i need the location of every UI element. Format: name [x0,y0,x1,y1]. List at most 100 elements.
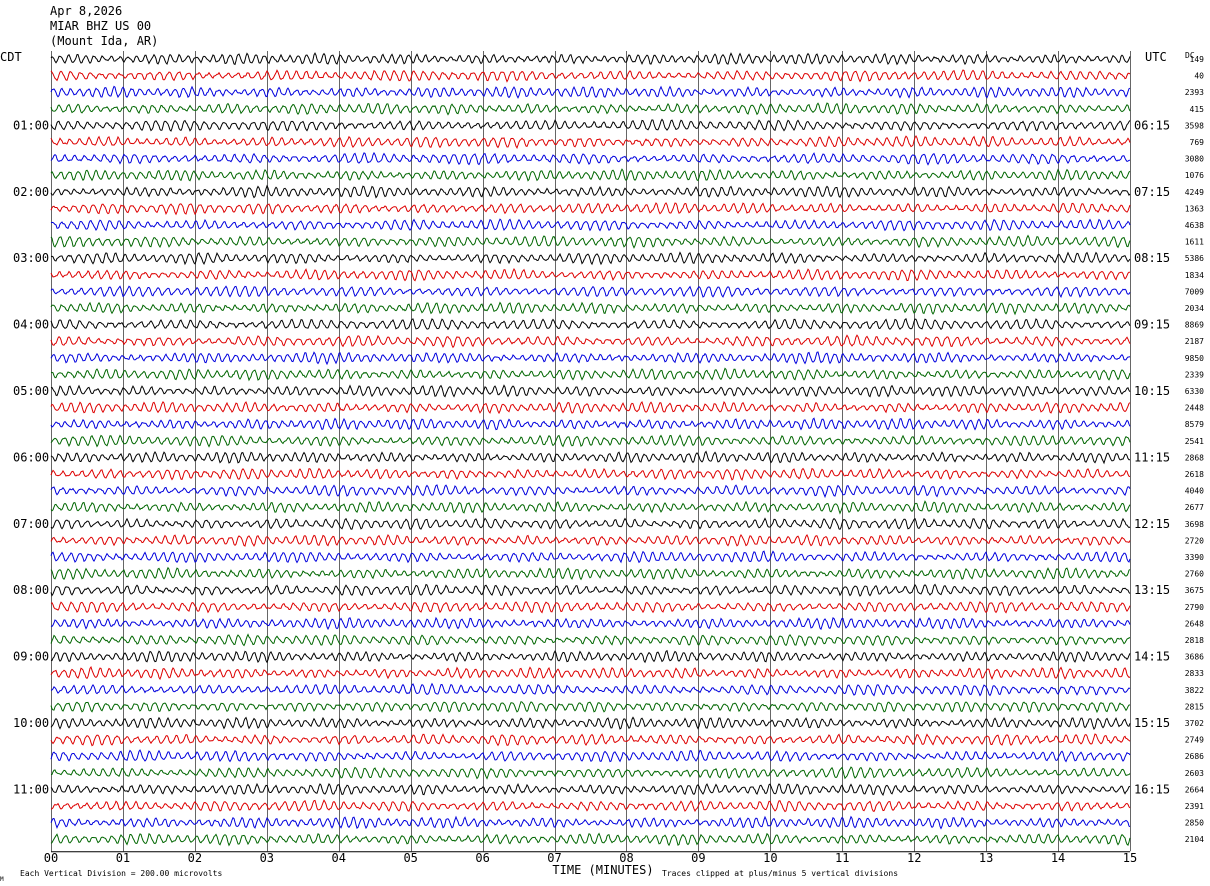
dc-offset-label: 3080 [1185,155,1204,164]
trace-line [50,134,1131,149]
trace-line [50,151,1131,166]
minute-gridlines [51,51,1131,853]
trace-line [50,682,1131,697]
dc-offset-label: 2448 [1185,404,1204,413]
trace-line [50,52,1131,66]
utc-hour-label: 16:15 [1134,782,1170,796]
trace-line [50,799,1131,813]
cdt-hour-label: 09:00 [13,650,49,664]
dc-offset-label: 2104 [1185,835,1204,844]
cdt-hour-label: 08:00 [13,583,49,597]
dc-offset-label: 3698 [1185,520,1204,529]
x-tick-label: 02 [188,851,202,865]
dc-offset-label: 2686 [1185,752,1204,761]
dc-offset-label: 6330 [1185,387,1204,396]
dc-offset-label: 2749 [1185,736,1204,745]
utc-hour-label: 11:15 [1134,450,1170,464]
trace-line [50,118,1131,132]
x-tick-label: 08 [619,851,633,865]
axis-labels: CDT UTC DC 01:00 02:00 03:00 04:00 05:00 06:00 07… [0,50,1204,883]
trace-line [50,467,1131,481]
dc-offset-label: 2187 [1185,337,1204,346]
cdt-hour-label: 04:00 [13,318,49,332]
dc-offset-label: 149 [1190,55,1205,64]
trace-line [50,234,1131,249]
dc-offset-label: 3675 [1185,586,1204,595]
x-tick-label: 03 [260,851,274,865]
trace-line [50,351,1131,366]
trace-line [50,69,1131,83]
cdt-hour-label: 06:00 [13,450,49,464]
dc-offset-label: 2391 [1185,802,1204,811]
scale-note: Each Vertical Division = 200.00 microvol… [20,869,222,878]
dc-offset-label: 1611 [1185,238,1204,247]
right-timezone-label: UTC [1145,50,1167,64]
dc-offset-label: 2720 [1185,536,1204,545]
dc-offset-label: 8579 [1185,420,1204,429]
clip-note: Traces clipped at plus/minus 5 vertical … [662,869,898,878]
dc-offset-label: 2850 [1185,819,1204,828]
x-tick-label: 05 [403,851,417,865]
dc-offset-label: 1363 [1185,204,1204,213]
trace-line [50,218,1131,232]
dc-offset-label: 8869 [1185,321,1204,330]
dc-offset-label: 2648 [1185,619,1204,628]
dc-offset-label: 3390 [1185,553,1204,562]
dc-offset-label: 3686 [1185,653,1204,662]
utc-hour-label: 07:15 [1134,185,1170,199]
x-tick-label: 01 [116,851,130,865]
trace-line [50,600,1131,614]
trace-lines [50,52,1131,847]
dc-offset-label: 1076 [1185,171,1204,180]
cdt-hour-label: 11:00 [13,782,49,796]
trace-line [50,400,1131,415]
trace-line [50,417,1131,431]
dc-offset-label: 3822 [1185,686,1204,695]
dc-offset-label: 2818 [1185,636,1204,645]
x-tick-label: 15 [1123,851,1137,865]
cdt-hour-label: 07:00 [13,517,49,531]
trace-line [50,267,1130,282]
cdt-hour-label: 01:00 [13,118,49,132]
trace-line [50,534,1131,547]
dc-offset-label: 2833 [1185,669,1204,678]
dc-offset-label: 2393 [1185,88,1204,97]
trace-line [50,550,1131,564]
x-tick-label: 10 [763,851,777,865]
utc-hour-label: 10:15 [1134,384,1170,398]
dc-offset-label: 3598 [1185,121,1204,130]
trace-line [50,701,1131,714]
utc-hour-label: 15:15 [1134,716,1170,730]
dc-offset-label: 9850 [1185,354,1204,363]
cdt-hour-label: 05:00 [13,384,49,398]
x-tick-label: 06 [475,851,489,865]
dc-offset-label: 2603 [1185,769,1204,778]
dc-offset-label: 2339 [1185,370,1204,379]
trace-line [50,384,1131,398]
x-tick-label: 09 [691,851,705,865]
trace-line [50,367,1131,382]
trace-line [50,285,1131,299]
x-tick-label: 04 [332,851,346,865]
cdt-hour-label: 10:00 [13,716,49,730]
trace-line [50,184,1131,199]
dc-offset-label: 415 [1190,105,1205,114]
dc-offset-label: 1834 [1185,271,1204,280]
dc-offset-label: 2541 [1185,437,1204,446]
dc-offset-label: 2034 [1185,304,1204,313]
trace-line [50,583,1131,597]
trace-line [50,832,1131,847]
corner-mark: M [0,876,4,883]
x-axis-title: TIME (MINUTES) [552,863,653,877]
dc-offset-label: 2664 [1185,785,1204,794]
trace-line [50,649,1131,664]
channel-label: MIAR BHZ US 00 [50,19,152,33]
dc-offset-label: 5386 [1185,254,1204,263]
trace-line [50,317,1131,331]
trace-line [50,749,1131,763]
dc-offset-label: 4249 [1185,188,1204,197]
location-label: (Mount Ida, AR) [50,34,159,48]
trace-line [50,766,1131,780]
dc-offset-label: 2677 [1185,503,1204,512]
